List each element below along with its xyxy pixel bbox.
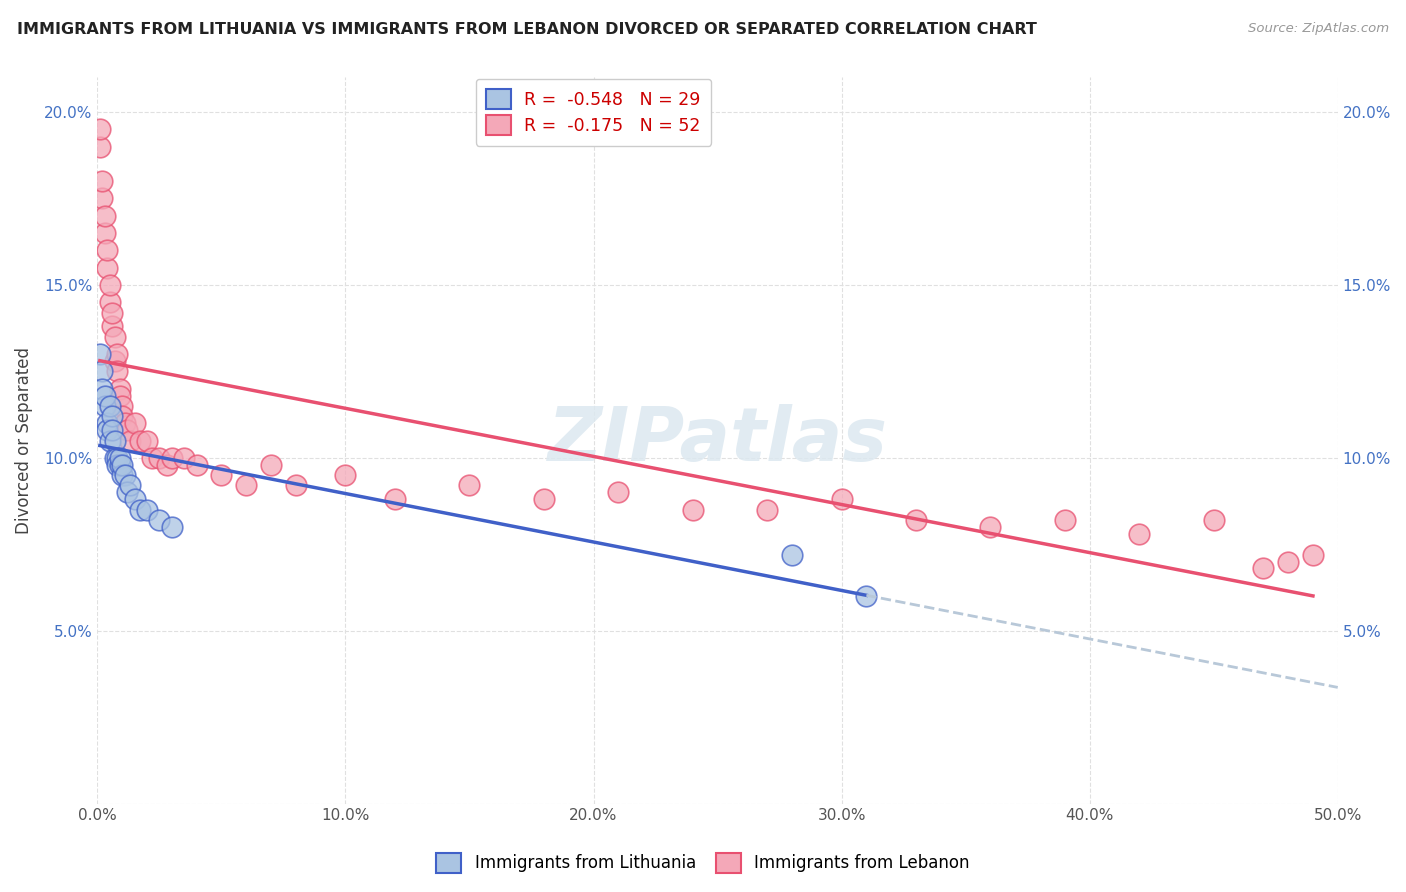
Point: [979, 520, 1001, 534]
Point: [89, 347, 111, 361]
Point: [141, 450, 163, 465]
Point: [335, 468, 357, 483]
Point: [115, 485, 138, 500]
Point: [91, 174, 114, 188]
Point: [136, 502, 159, 516]
Point: [148, 513, 170, 527]
Point: [235, 478, 257, 492]
Point: [101, 305, 124, 319]
Text: IMMIGRANTS FROM LITHUANIA VS IMMIGRANTS FROM LEBANON DIVORCED OR SEPARATED CORRE: IMMIGRANTS FROM LITHUANIA VS IMMIGRANTS …: [17, 22, 1036, 37]
Point: [98, 399, 121, 413]
Point: [114, 468, 136, 483]
Point: [89, 139, 111, 153]
Point: [458, 478, 481, 492]
Point: [173, 450, 195, 465]
Legend: Immigrants from Lithuania, Immigrants from Lebanon: Immigrants from Lithuania, Immigrants fr…: [430, 847, 976, 880]
Point: [607, 485, 630, 500]
Point: [682, 502, 704, 516]
Point: [94, 399, 117, 413]
Point: [105, 364, 128, 378]
Text: ZIPatlas: ZIPatlas: [547, 404, 887, 477]
Point: [101, 409, 124, 424]
Point: [89, 122, 111, 136]
Point: [98, 295, 121, 310]
Point: [156, 458, 179, 472]
Point: [1302, 548, 1324, 562]
Text: Source: ZipAtlas.com: Source: ZipAtlas.com: [1249, 22, 1389, 36]
Point: [533, 492, 555, 507]
Point: [91, 364, 114, 378]
Point: [108, 388, 131, 402]
Point: [104, 330, 127, 344]
Point: [96, 244, 118, 258]
Point: [111, 409, 134, 424]
Point: [186, 458, 208, 472]
Point: [105, 458, 128, 472]
Point: [96, 260, 118, 275]
Point: [96, 416, 118, 430]
Point: [780, 548, 803, 562]
Point: [98, 277, 121, 292]
Point: [114, 416, 136, 430]
Point: [91, 191, 114, 205]
Point: [284, 478, 307, 492]
Point: [1277, 555, 1299, 569]
Point: [1253, 561, 1275, 575]
Point: [98, 434, 121, 448]
Point: [209, 468, 232, 483]
Point: [1128, 527, 1150, 541]
Point: [128, 502, 150, 516]
Point: [118, 478, 141, 492]
Point: [124, 416, 146, 430]
Point: [111, 458, 134, 472]
Point: [104, 434, 127, 448]
Point: [124, 492, 146, 507]
Point: [108, 382, 131, 396]
Point: [831, 492, 853, 507]
Point: [128, 434, 150, 448]
Point: [91, 382, 114, 396]
Point: [111, 399, 134, 413]
Point: [115, 423, 138, 437]
Point: [260, 458, 283, 472]
Point: [94, 209, 117, 223]
Y-axis label: Divorced or Separated: Divorced or Separated: [15, 347, 32, 534]
Point: [104, 354, 127, 368]
Point: [384, 492, 406, 507]
Point: [136, 434, 159, 448]
Point: [148, 450, 170, 465]
Point: [108, 450, 131, 465]
Point: [855, 589, 877, 603]
Legend: R =  -0.548   N = 29, R =  -0.175   N = 52: R = -0.548 N = 29, R = -0.175 N = 52: [475, 78, 711, 146]
Point: [101, 423, 124, 437]
Point: [96, 423, 118, 437]
Point: [108, 458, 131, 472]
Point: [1202, 513, 1225, 527]
Point: [905, 513, 928, 527]
Point: [105, 450, 128, 465]
Point: [1053, 513, 1076, 527]
Point: [756, 502, 779, 516]
Point: [118, 434, 141, 448]
Point: [160, 450, 183, 465]
Point: [101, 319, 124, 334]
Point: [105, 347, 128, 361]
Point: [94, 388, 117, 402]
Point: [111, 468, 134, 483]
Point: [104, 450, 127, 465]
Point: [94, 226, 117, 240]
Point: [160, 520, 183, 534]
